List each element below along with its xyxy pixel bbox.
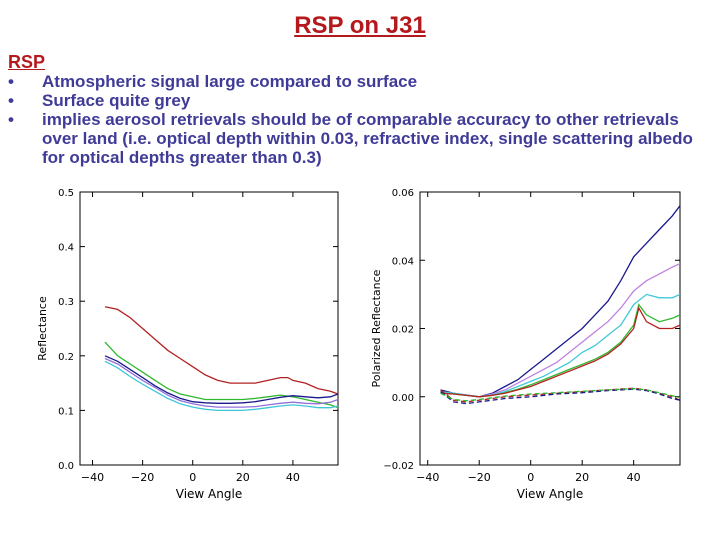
series-line bbox=[440, 263, 681, 398]
y-tick-label: 0.5 bbox=[58, 188, 74, 199]
x-tick-label: −40 bbox=[416, 471, 439, 484]
bullet-text: Atmospheric signal large compared to sur… bbox=[42, 72, 418, 91]
y-tick-label: 0.2 bbox=[58, 352, 74, 363]
section-label: RSP bbox=[8, 52, 46, 72]
series-line bbox=[440, 205, 681, 398]
y-tick-label: −0.02 bbox=[383, 461, 414, 472]
x-tick-label: 0 bbox=[189, 471, 196, 484]
bullet-item: • Atmospheric signal large compared to su… bbox=[8, 72, 708, 91]
x-tick-label: 0 bbox=[527, 471, 534, 484]
x-tick-label: −20 bbox=[131, 471, 154, 484]
bullet-list: • Atmospheric signal large compared to su… bbox=[8, 72, 708, 167]
x-tick-label: 20 bbox=[575, 471, 589, 484]
bullet-text: implies aerosol retrievals should be of … bbox=[42, 110, 693, 167]
y-axis-label: Reflectance bbox=[36, 296, 49, 361]
series-line bbox=[104, 357, 339, 408]
y-tick-label: 0.0 bbox=[58, 461, 74, 472]
x-tick-label: 40 bbox=[286, 471, 300, 484]
slide-title: RSP on J31 bbox=[294, 12, 426, 39]
bullet-dot: • bbox=[8, 91, 14, 110]
bullet-item: • Surface quite grey bbox=[8, 91, 708, 110]
bullet-text: Surface quite grey bbox=[42, 91, 191, 110]
y-tick-label: 0.4 bbox=[58, 243, 74, 254]
x-tick-label: 20 bbox=[236, 471, 250, 484]
bullet-dot: • bbox=[8, 72, 14, 91]
reflectance-chart: −40 −20 0 20 40 0.0 0.1 0.2 0.3 0.4 0.5 View Angle R… bbox=[36, 188, 339, 501]
y-tick-label: 0.00 bbox=[392, 393, 414, 404]
x-axis-label: View Angle bbox=[517, 487, 583, 501]
plot-frame bbox=[419, 191, 681, 466]
series-line bbox=[104, 341, 339, 409]
x-tick-label: 40 bbox=[627, 471, 641, 484]
y-tick-label: 0.04 bbox=[392, 256, 414, 267]
x-axis-label: View Angle bbox=[176, 487, 242, 501]
plot-frame bbox=[79, 191, 339, 466]
bullet-item: • implies aerosol retrievals should be of… bbox=[8, 110, 708, 167]
x-tick-label: −40 bbox=[81, 471, 104, 484]
y-axis-label: Polarized Reflectance bbox=[370, 269, 383, 387]
series-line bbox=[104, 360, 339, 412]
series-line bbox=[440, 306, 681, 398]
series-line-dashed bbox=[440, 387, 681, 402]
polarized-reflectance-chart: −40 −20 0 20 40 −0.02 0.00 0.02 0.04 0.06 View Ang… bbox=[370, 188, 681, 501]
series-line bbox=[104, 355, 339, 404]
series-line-dashed bbox=[440, 387, 681, 403]
bullet-dot: • bbox=[8, 110, 14, 129]
y-tick-label: 0.02 bbox=[392, 325, 414, 336]
y-tick-label: 0.06 bbox=[392, 188, 414, 199]
series-line bbox=[104, 306, 339, 395]
series-line-dashed bbox=[440, 388, 681, 405]
y-tick-label: 0.1 bbox=[58, 406, 74, 417]
x-tick-label: −20 bbox=[468, 471, 491, 484]
y-tick-label: 0.3 bbox=[58, 297, 74, 308]
